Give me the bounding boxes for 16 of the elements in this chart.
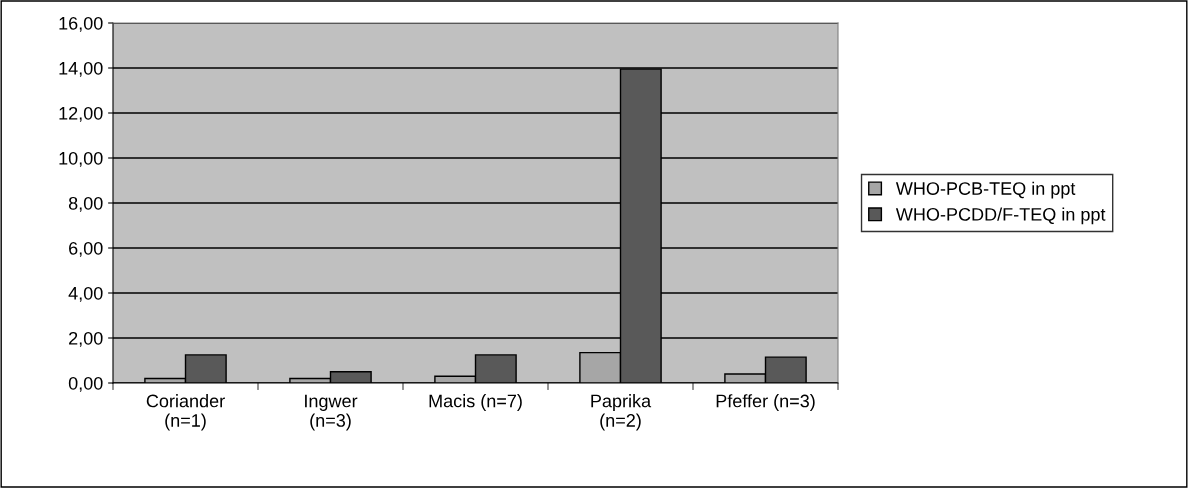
y-tick-label: 10,00 — [59, 151, 103, 167]
y-tick-label: 12,00 — [59, 106, 103, 122]
y-tick-label: 0,00 — [68, 376, 103, 392]
x-tick-label: Paprika (n=2) — [591, 394, 652, 431]
y-tick-label: 6,00 — [69, 241, 103, 257]
x-tick-label: Pfeffer (n=3) — [716, 394, 815, 411]
y-tick-label: 16,00 — [59, 16, 103, 32]
x-tick-label: Ingwer (n=3) — [305, 394, 358, 431]
y-tick-label: 8,00 — [68, 196, 103, 212]
legend-label: WHO-PCB-TEQ in ppt — [895, 181, 1076, 199]
legend-label: WHO-PCDD/F-TEQ in ppt — [895, 207, 1106, 225]
y-tick-label: 14,00 — [59, 61, 103, 77]
y-tick-label: 2,00 — [69, 331, 103, 347]
x-tick-label: Macis (n=7) — [429, 394, 522, 411]
x-tick-label: Coriander (n=1) — [146, 394, 225, 431]
y-tick-label: 4,00 — [68, 286, 103, 302]
